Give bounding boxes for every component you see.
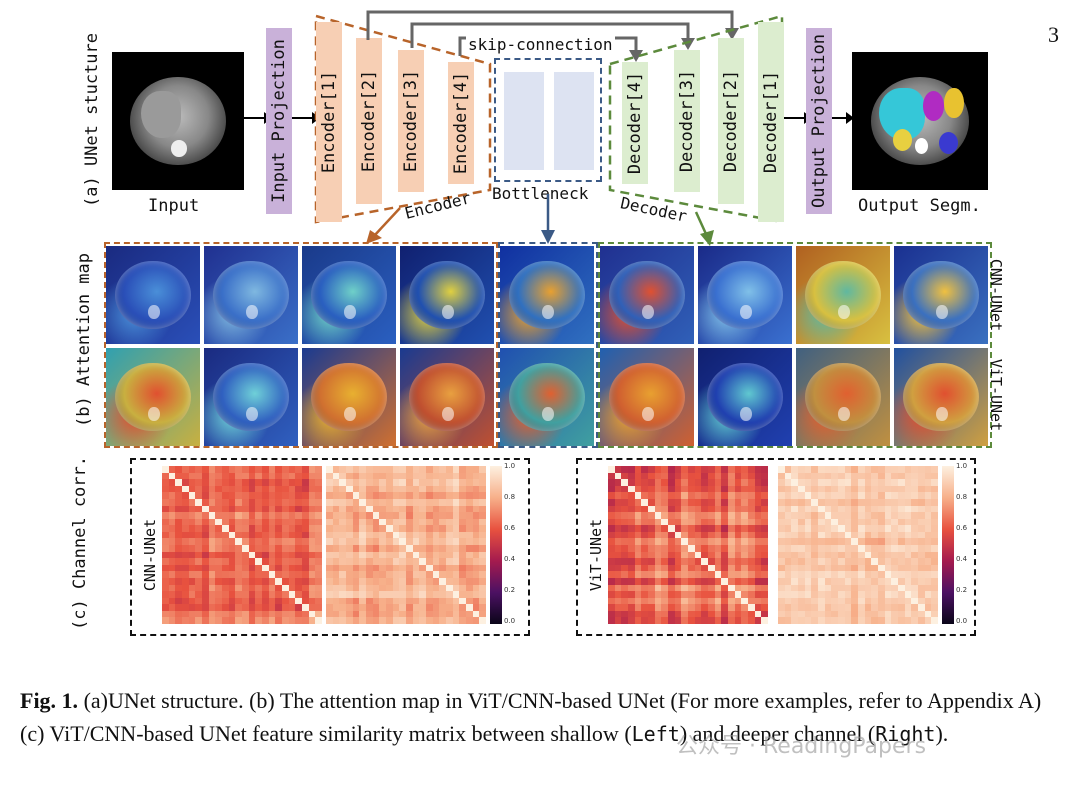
caption-right: Right [875,722,936,746]
cnn-corr-label: CNN-UNet [141,518,159,592]
colorbar-tick-label: 0.0 [504,617,516,625]
colorbar-tick-label: 0.8 [956,493,968,501]
input-ct-scan [112,52,244,190]
cnn-attention-tile [600,246,694,344]
cnn-attention-tile [894,246,988,344]
cnn-colorbar [490,466,502,624]
caption-text-3: ). [935,721,949,746]
vit-attention-tile [204,348,298,446]
cnn-shallow-similarity-matrix [162,466,322,624]
decoder-outline [608,14,784,224]
page-number: 3 [1048,22,1059,47]
vit-deep-similarity-matrix [778,466,938,624]
vit-corr-label: ViT-UNet [587,518,605,592]
output-label: Output Segm. [858,196,981,216]
vit-attention-tile [894,348,988,446]
colorbar-tick-label: 0.6 [504,524,516,532]
bottleneck-label: Bottleneck [492,184,589,203]
decoder-2-block: Decoder[2] [718,38,744,204]
colorbar-tick-label: 0.0 [956,617,968,625]
bottleneck-block-right [554,72,594,170]
encoder-attention-outline [104,242,498,448]
encoder-2-block: Encoder[2] [356,38,382,204]
figure-caption: Fig. 1. (a)UNet structure. (b) The atten… [20,684,1070,751]
colorbar-tick-label: 0.2 [956,586,968,594]
cnn-attention-tile [106,246,200,344]
skip-connection-label: skip-connection [466,35,615,54]
encoder-2-label: Encoder[2] [359,69,380,173]
encoder-4-block: Encoder[4] [448,62,474,184]
cnn-attention-tile [796,246,890,344]
bottleneck-block-left [504,72,544,170]
vit-corr-outline [576,458,976,636]
output-segmentation-scan [852,52,988,190]
vit-colorbar [942,466,954,624]
decoder-1-label: Decoder[1] [761,70,782,174]
cnn-attention-tile [500,246,594,344]
skip-connection-lines [366,10,739,62]
vit-attention-tile [796,348,890,446]
caption-fig-number: Fig. 1. [20,688,79,713]
arrow-output-icon [832,112,854,124]
decoder-3-block: Decoder[3] [674,50,700,192]
colorbar-tick-label: 0.4 [504,555,516,563]
vit-attention-tile [500,348,594,446]
colorbar-tick-label: 0.8 [504,493,516,501]
vit-attention-tile [106,348,200,446]
vit-attention-tile [400,348,494,446]
watermark: 公众号 · ReadingPapers [676,734,927,759]
output-projection-label: Output Projection [809,34,829,208]
encoder-1-block: Encoder[1] [316,22,342,222]
caption-left: Left [631,722,680,746]
row-label-cnn: CNN-UNet [987,258,1005,332]
row-label-vit: ViT-UNet [987,358,1005,432]
decoder-attention-outline [598,242,992,448]
decoder-2-label: Decoder[2] [721,69,742,173]
caption-text-1: (a)UNet structure. (b) The attention map… [20,688,1042,746]
colorbar-tick-label: 0.6 [956,524,968,532]
input-label: Input [148,196,200,216]
cnn-attention-tile [400,246,494,344]
panel-c-label: (c) Channel corr. [70,456,90,630]
encoder-outline [314,14,492,224]
encoder-4-label: Encoder[4] [451,71,472,175]
colorbar-tick-label: 0.2 [504,586,516,594]
cnn-corr-outline [130,458,530,636]
input-projection-block: Input Projection [266,28,292,214]
vit-attention-tile [302,348,396,446]
bottleneck-attention-outline [498,242,598,448]
decoder-4-block: Decoder[4] [622,62,648,184]
decoder-4-label: Decoder[4] [625,71,646,175]
encoder-3-label: Encoder[3] [401,69,422,173]
bottleneck-outline [494,58,602,182]
vit-attention-tile [698,348,792,446]
output-projection-block: Output Projection [806,28,832,214]
decoder-1-block: Decoder[1] [758,22,784,222]
cnn-attention-tile [698,246,792,344]
colorbar-tick-label: 1.0 [504,462,516,470]
encoder-1-label: Encoder[1] [319,70,340,174]
encoder-3-block: Encoder[3] [398,50,424,192]
vit-shallow-similarity-matrix [608,466,768,624]
panel-a-label: (a) UNet stucture [82,33,102,207]
arrows-to-attention-icon [366,194,714,246]
cnn-attention-tile [204,246,298,344]
cnn-deep-similarity-matrix [326,466,486,624]
vit-attention-tile [600,348,694,446]
input-projection-label: Input Projection [269,39,290,203]
colorbar-tick-label: 0.4 [956,555,968,563]
colorbar-tick-label: 1.0 [956,462,968,470]
decoder-3-label: Decoder[3] [677,69,698,173]
caption-text-2: ) and deeper channel ( [679,721,876,746]
cnn-attention-tile [302,246,396,344]
panel-b-label: (b) Attention map [74,253,94,427]
